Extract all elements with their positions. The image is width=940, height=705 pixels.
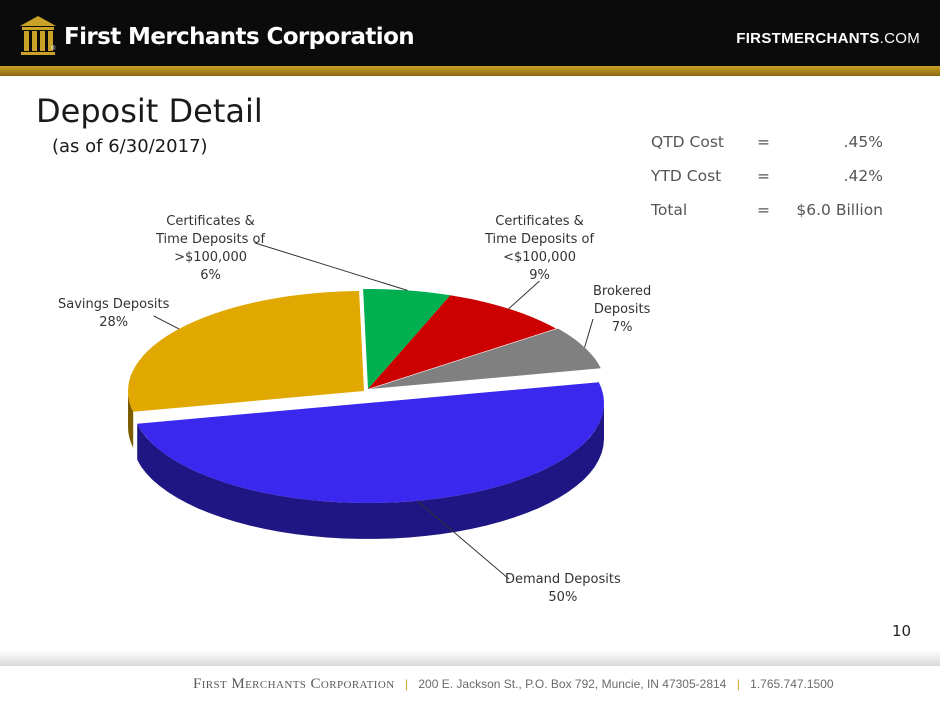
- slice-label-percent: 7%: [611, 320, 633, 335]
- slice-label-brokered-deposits: Brokered Deposits 7%: [593, 283, 651, 337]
- slice-label-percent: 6%: [200, 268, 221, 283]
- leader-line-0: [416, 500, 510, 580]
- slice-label-line: >$100,000: [174, 250, 247, 265]
- slice-label-line: Time Deposits of: [485, 232, 595, 247]
- stat-label: Total: [651, 201, 688, 219]
- website-link[interactable]: FIRSTMERCHANTS.COM: [736, 30, 920, 47]
- slide-title: Deposit Detail: [36, 92, 263, 130]
- stat-row-total: Total = $6.0 Billion: [651, 201, 883, 235]
- leader-line-1: [153, 315, 180, 330]
- leader-line-2: [254, 242, 408, 291]
- pie-slice-certificates-time-deposits-of-100-000: [363, 289, 451, 389]
- stat-row-ytd: YTD Cost = .42%: [651, 167, 883, 201]
- footer-separator: |: [404, 677, 409, 691]
- website-name: FIRSTMERCHANTS: [736, 30, 880, 47]
- stat-value: $6.0 Billion: [796, 201, 883, 219]
- footer-phone: 1.765.747.1500: [750, 677, 834, 691]
- pie-slice-certificates-time-deposits-of-100-000: [368, 295, 556, 389]
- footer-info: First Merchants Corporation | 200 E. Jac…: [193, 676, 834, 693]
- slice-label-line: Deposits: [593, 302, 651, 317]
- footer-address: 200 E. Jackson St., P.O. Box 792, Muncie…: [418, 677, 727, 691]
- stat-value: .42%: [843, 167, 883, 185]
- cost-stats: QTD Cost = .45% YTD Cost = .42% Total = …: [651, 133, 883, 235]
- slice-label-line: Time Deposits of: [156, 232, 266, 247]
- slice-label-percent: 9%: [529, 268, 550, 283]
- stat-equals: =: [757, 133, 770, 151]
- leader-line-3: [508, 280, 540, 310]
- pie-slice-savings-deposits: [128, 291, 364, 412]
- pie-side-demand-deposits: [137, 403, 604, 539]
- slide-subtitle: (as of 6/30/2017): [52, 136, 208, 157]
- stat-row-qtd: QTD Cost = .45%: [651, 133, 883, 167]
- stat-equals: =: [757, 201, 770, 219]
- slice-label-line: Demand Deposits: [505, 572, 621, 587]
- pie-slice-brokered-deposits: [370, 328, 601, 389]
- slice-label-line: <$100,000: [503, 250, 576, 265]
- header-bar: [0, 0, 940, 66]
- slice-label-savings-deposits: Savings Deposits 28%: [58, 296, 169, 332]
- website-domain: .COM: [879, 30, 920, 47]
- slice-label-percent: 28%: [99, 315, 129, 330]
- footer-separator: |: [736, 677, 740, 691]
- building-logo-icon: [20, 16, 56, 55]
- stat-label: YTD Cost: [651, 167, 722, 185]
- pie-top-group: [128, 289, 604, 503]
- footer-divider: [0, 650, 940, 666]
- footer-company: First Merchants Corporation: [193, 676, 395, 692]
- pie-leader-lines: [153, 242, 594, 580]
- stat-label: QTD Cost: [651, 133, 724, 151]
- slice-label-line: Savings Deposits: [58, 297, 170, 312]
- pie-slice-demand-deposits: [137, 382, 604, 503]
- header-gold-stripe: [0, 66, 940, 76]
- company-logo-text: First Merchants Corporation: [64, 24, 415, 50]
- footer-bar: [0, 666, 940, 705]
- pie-side-savings-deposits: [128, 391, 134, 448]
- page-number: 10: [892, 622, 912, 640]
- registered-mark: ®: [51, 46, 56, 52]
- stat-equals: =: [757, 167, 770, 185]
- pie-depth-group: [128, 391, 604, 539]
- slice-label-certificates-over-100k: Certificates & Time Deposits of >$100,00…: [156, 213, 265, 285]
- slice-label-certificates-under-100k: Certificates & Time Deposits of <$100,00…: [485, 213, 594, 285]
- slice-label-line: Brokered: [593, 284, 652, 299]
- slice-label-percent: 50%: [548, 590, 578, 605]
- slice-label-line: Certificates &: [166, 214, 255, 229]
- stat-value: .45%: [843, 133, 883, 151]
- slice-label-demand-deposits: Demand Deposits 50%: [505, 571, 621, 607]
- slice-label-line: Certificates &: [495, 214, 584, 229]
- leader-line-4: [584, 318, 594, 348]
